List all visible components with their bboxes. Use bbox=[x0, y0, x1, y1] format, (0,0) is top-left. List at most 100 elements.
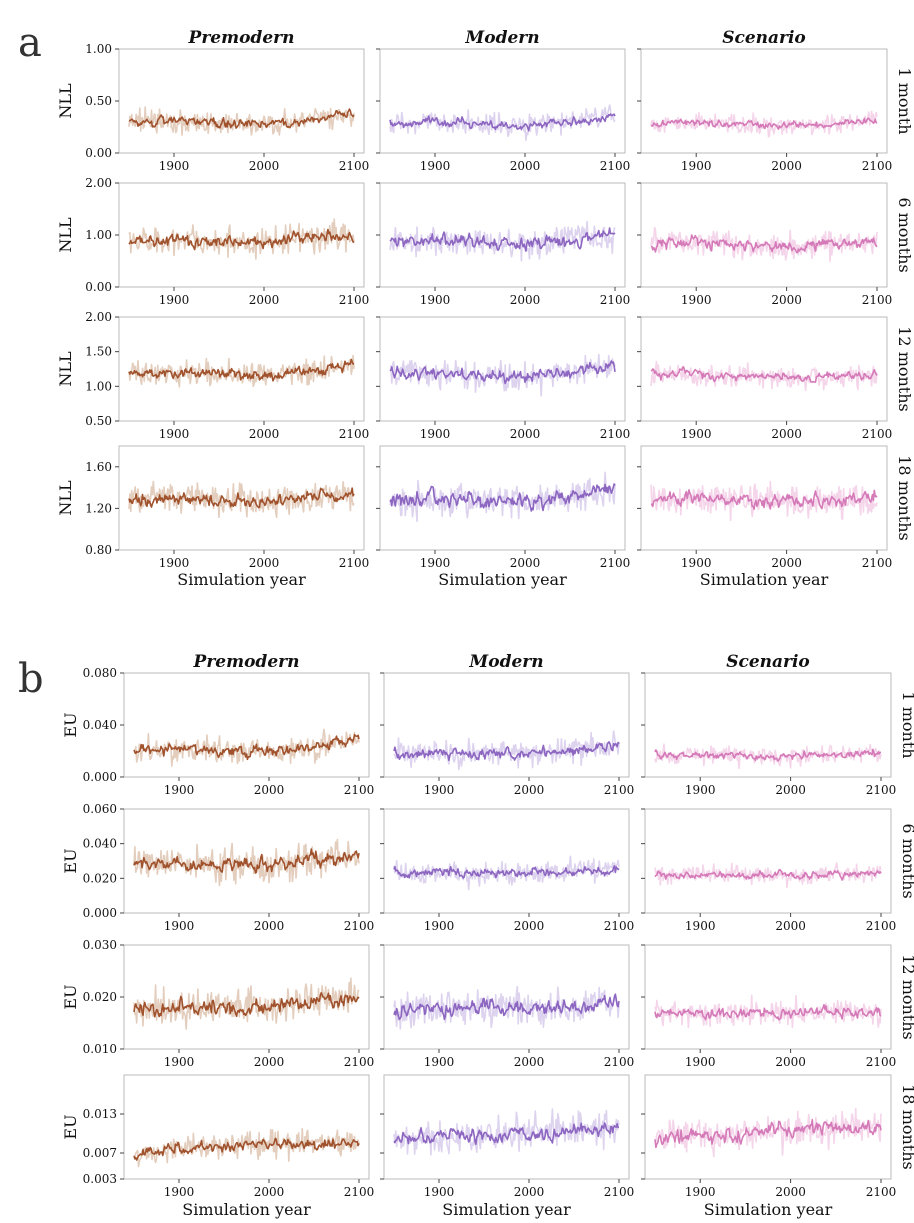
x-tick-label: 1900 bbox=[685, 919, 716, 933]
x-tick-label: 2000 bbox=[514, 1185, 545, 1199]
x-tick-label: 1900 bbox=[420, 293, 451, 307]
series-mean-trace bbox=[128, 487, 355, 509]
y-tick-label: 0.000 bbox=[83, 770, 117, 784]
series-mean-trace bbox=[393, 993, 620, 1021]
series-mean-trace bbox=[393, 865, 620, 879]
plot-frame bbox=[379, 48, 626, 154]
x-tick-label: 2000 bbox=[775, 783, 806, 797]
panel-letter: a bbox=[18, 20, 42, 66]
x-tick-label: 2100 bbox=[604, 1055, 635, 1069]
x-axis-label: Simulation year bbox=[438, 570, 567, 589]
y-tick-label: 0.00 bbox=[85, 280, 112, 294]
x-tick-label: 2100 bbox=[866, 1055, 897, 1069]
subplot-modern: 1900 2000 2100 bbox=[380, 1074, 634, 1199]
subplot-modern: 1900 2000 2100 bbox=[376, 182, 630, 307]
subplot-scenario: 1900 2000 2100 bbox=[637, 445, 892, 570]
row-label: 18 months bbox=[899, 1084, 914, 1170]
series-mean-trace bbox=[133, 1137, 360, 1161]
x-tick-label: 1900 bbox=[159, 556, 190, 570]
subplot-scenario: 1900 2000 2100 bbox=[641, 944, 897, 1069]
x-tick-label: 2000 bbox=[514, 919, 545, 933]
series-mean-trace bbox=[654, 1004, 882, 1021]
y-tick-label: 0.040 bbox=[83, 837, 117, 851]
y-axis-label: EU bbox=[61, 712, 80, 737]
subplot-modern: 1900 2000 2100 bbox=[376, 48, 631, 173]
column-title: Modern bbox=[464, 28, 539, 48]
column-title: Scenario bbox=[722, 28, 806, 48]
x-tick-label: 2100 bbox=[862, 159, 893, 173]
x-tick-label: 1900 bbox=[424, 1185, 455, 1199]
x-tick-label: 2000 bbox=[249, 159, 280, 173]
x-tick-label: 1900 bbox=[685, 1055, 716, 1069]
y-tick-label: 0.000 bbox=[83, 906, 117, 920]
row-label: 12 months bbox=[899, 954, 914, 1040]
y-tick-label: 1.60 bbox=[85, 460, 112, 474]
y-tick-label: 1.00 bbox=[85, 228, 112, 242]
series-mean-trace bbox=[128, 108, 355, 129]
x-tick-label: 2100 bbox=[600, 556, 631, 570]
x-tick-label: 2100 bbox=[600, 159, 631, 173]
series-band-trace bbox=[133, 977, 360, 1030]
x-tick-label: 2000 bbox=[771, 556, 802, 570]
series-mean-trace bbox=[650, 234, 878, 254]
x-tick-label: 2000 bbox=[775, 919, 806, 933]
x-tick-label: 2000 bbox=[775, 1185, 806, 1199]
y-tick-label: 0.00 bbox=[85, 146, 112, 160]
plot-frame bbox=[383, 1074, 630, 1180]
column-title: Premodern bbox=[193, 652, 300, 672]
x-tick-label: 1900 bbox=[681, 556, 712, 570]
y-axis-label: NLL bbox=[56, 351, 75, 387]
plot-frame bbox=[123, 1074, 370, 1180]
subplot-modern: 1900 2000 2100 bbox=[380, 944, 635, 1069]
subplot-premodern: 0.80 1.20 1.60 1900 2000 2100 bbox=[85, 445, 369, 570]
x-tick-label: 1900 bbox=[681, 159, 712, 173]
x-tick-label: 1900 bbox=[164, 1185, 195, 1199]
subplot-premodern: 0.00 0.50 1.00 1900 2000 2100 bbox=[85, 42, 369, 173]
series-mean-trace bbox=[393, 1122, 620, 1145]
plot-frame bbox=[118, 445, 365, 551]
plot-frame bbox=[118, 316, 365, 422]
row-label: 1 month bbox=[895, 67, 914, 134]
subplot-premodern: 0.003 0.007 0.013 1900 2000 2100 bbox=[83, 1074, 375, 1199]
plot-frame bbox=[644, 1074, 892, 1180]
series-band-trace bbox=[650, 110, 878, 138]
y-tick-label: 0.50 bbox=[85, 414, 112, 428]
subplot-scenario: 1900 2000 2100 bbox=[641, 1074, 896, 1199]
x-tick-label: 2100 bbox=[339, 159, 370, 173]
x-tick-label: 2100 bbox=[604, 919, 635, 933]
x-tick-label: 2100 bbox=[344, 1185, 375, 1199]
y-tick-label: 0.007 bbox=[83, 1146, 117, 1160]
series-mean-trace bbox=[133, 733, 360, 761]
x-axis-label: Simulation year bbox=[442, 1200, 571, 1219]
x-tick-label: 2000 bbox=[771, 159, 802, 173]
plot-frame bbox=[644, 672, 892, 778]
y-axis-label: EU bbox=[61, 848, 80, 873]
subplot-premodern: 0.50 1.00 1.50 2.00 1900 2000 2100 bbox=[85, 310, 369, 441]
x-tick-label: 2100 bbox=[862, 427, 893, 441]
column-title: Scenario bbox=[726, 652, 810, 672]
subplot-modern: 1900 2000 2100 bbox=[380, 808, 635, 933]
plot-frame bbox=[123, 672, 370, 778]
series-mean-trace bbox=[133, 992, 360, 1018]
y-tick-label: 1.50 bbox=[85, 345, 112, 359]
x-tick-label: 1900 bbox=[685, 1185, 716, 1199]
y-tick-label: 1.00 bbox=[85, 42, 112, 56]
x-axis-label: Simulation year bbox=[182, 1200, 311, 1219]
y-tick-label: 0.060 bbox=[83, 802, 117, 816]
row-label: 6 months bbox=[895, 197, 914, 272]
x-tick-label: 1900 bbox=[420, 427, 451, 441]
x-tick-label: 2100 bbox=[866, 919, 897, 933]
y-axis-label: EU bbox=[61, 1114, 80, 1139]
x-tick-label: 2100 bbox=[866, 783, 897, 797]
x-tick-label: 1900 bbox=[420, 159, 451, 173]
x-tick-label: 2000 bbox=[510, 427, 541, 441]
x-tick-label: 2000 bbox=[249, 556, 280, 570]
x-tick-label: 2000 bbox=[249, 293, 280, 307]
plot-frame bbox=[379, 316, 626, 422]
x-tick-label: 2000 bbox=[510, 293, 541, 307]
y-tick-label: 1.00 bbox=[85, 379, 112, 393]
x-tick-label: 2000 bbox=[249, 427, 280, 441]
x-tick-label: 2100 bbox=[344, 919, 375, 933]
series-mean-trace bbox=[650, 489, 878, 510]
